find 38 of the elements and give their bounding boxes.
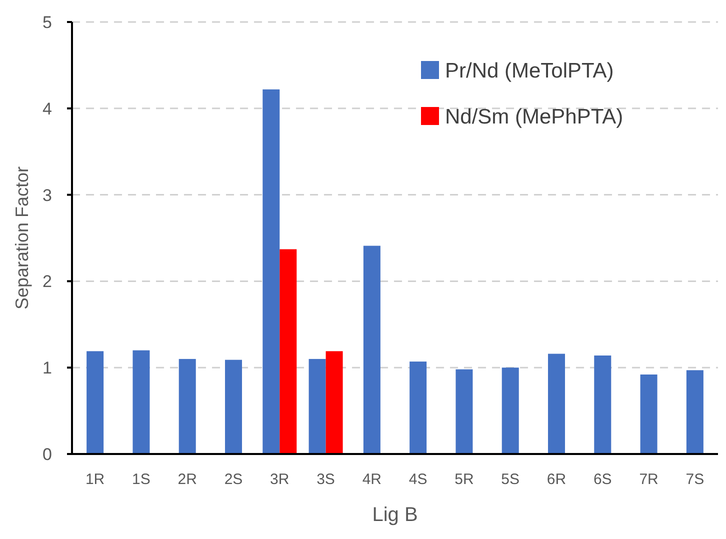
y-tick-label: 4 [42, 99, 52, 118]
bar [132, 350, 150, 454]
y-tick-label: 0 [42, 444, 52, 464]
bar [456, 369, 473, 454]
x-tick-label: 2S [224, 471, 243, 488]
x-tick-label: 3R [270, 471, 290, 488]
x-tick-label: 4S [408, 471, 428, 488]
bar [86, 351, 104, 454]
bar [363, 246, 380, 454]
bar [225, 360, 242, 454]
x-tick-label: 5R [454, 471, 474, 488]
y-tick-label: 2 [42, 272, 52, 292]
bar [640, 374, 658, 454]
y-axis-title: Separation Factor [12, 166, 32, 310]
legend-label: Pr/Nd (MeTolPTA) [445, 59, 614, 82]
bar [502, 368, 519, 454]
x-tick-label: 6R [546, 471, 566, 488]
x-tick-label: 7R [639, 471, 659, 488]
bar [594, 356, 612, 454]
x-tick-label: 5S [501, 471, 520, 488]
bar [178, 358, 196, 454]
bar [548, 354, 565, 454]
y-tick-label: 3 [42, 186, 52, 205]
legend-label: Nd/Sm (MePhPTA) [445, 105, 624, 128]
x-tick-label: 7S [686, 471, 704, 488]
x-axis-title: Lig B [372, 504, 418, 526]
x-tick-label: 1S [132, 471, 150, 488]
x-tick-label: 1R [85, 471, 105, 488]
bar [410, 362, 427, 454]
x-tick-label: 2R [178, 471, 198, 488]
bar [280, 249, 297, 454]
x-tick-label: 3S [316, 471, 335, 488]
x-tick-label: 6S [593, 471, 612, 488]
bar [326, 351, 343, 454]
y-tick-label: 1 [42, 358, 52, 378]
bar [686, 370, 704, 454]
x-tick-label: 4R [362, 471, 382, 488]
y-tick-label: 5 [42, 12, 52, 32]
